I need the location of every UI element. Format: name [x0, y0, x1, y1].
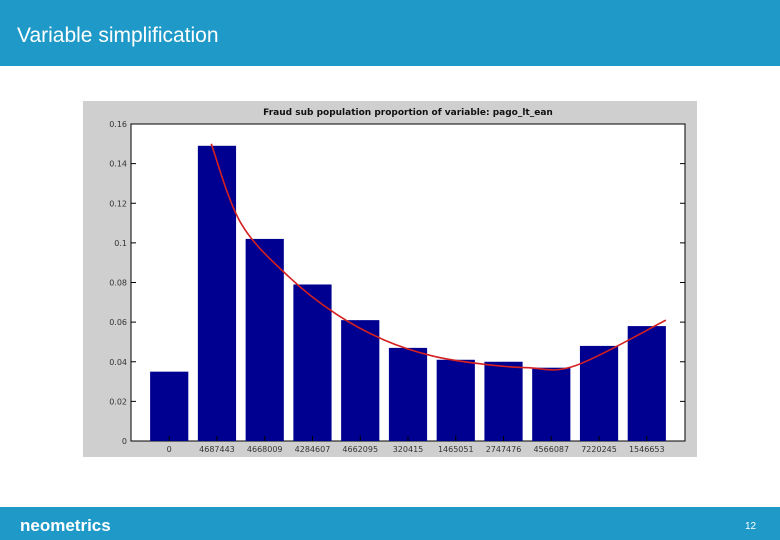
x-tick-label-8: 4566087	[533, 445, 569, 454]
header-bar: Variable simplification	[0, 0, 780, 66]
x-tick-label-7: 2747476	[486, 445, 522, 454]
bar-1	[197, 145, 237, 441]
bar-6	[436, 359, 475, 441]
bar-8	[532, 367, 571, 441]
chart-title: Fraud sub population proportion of varia…	[263, 108, 553, 118]
bar-0	[150, 371, 189, 441]
y-tick-label: 0.08	[109, 279, 127, 288]
bar-2	[245, 238, 284, 441]
bar-7	[484, 361, 523, 441]
brand-logo-text: neometrics	[20, 516, 111, 535]
bar-9	[579, 345, 619, 441]
footer-bar: neometrics 12	[0, 507, 780, 540]
y-tick-label: 0	[122, 437, 127, 446]
y-tick-label: 0.04	[109, 358, 127, 367]
y-tick-label: 0.12	[109, 199, 127, 208]
bar-chart: 0 0.02 0.04 0.06 0.08 0.1 0.12 0.14 0.16 0 4687443…	[109, 108, 686, 454]
y-tick-label: 0.06	[109, 318, 127, 327]
y-tick-label: 0.1	[114, 239, 127, 248]
x-tick-label-4: 4662095	[342, 445, 378, 454]
bar-5	[388, 347, 428, 441]
x-tick-label-3: 4284607	[295, 445, 331, 454]
y-tick-label: 0.14	[109, 160, 127, 169]
slide-title: Variable simplification	[17, 24, 219, 47]
x-tick-label-2: 4668009	[247, 445, 283, 454]
bar-4	[341, 320, 380, 441]
x-tick-label-6: 1465051	[438, 445, 474, 454]
trend-line	[210, 143, 667, 371]
y-tick-label: 0.16	[109, 120, 127, 129]
chart-figure: 0 0.02 0.04 0.06 0.08 0.1 0.12 0.14 0.16 0 4687443…	[83, 101, 697, 457]
x-tick-label-1: 4687443	[199, 445, 235, 454]
y-tick-label: 0.02	[109, 397, 127, 406]
x-tick-label-10: 1546653	[629, 445, 665, 454]
page-number: 12	[745, 521, 757, 532]
x-tick-label-9: 7220245	[581, 445, 617, 454]
x-tick-label-5: 320415	[393, 445, 424, 454]
x-tick-label-0: 0	[167, 445, 172, 454]
bar-10	[627, 326, 666, 441]
bar-3	[293, 284, 332, 441]
